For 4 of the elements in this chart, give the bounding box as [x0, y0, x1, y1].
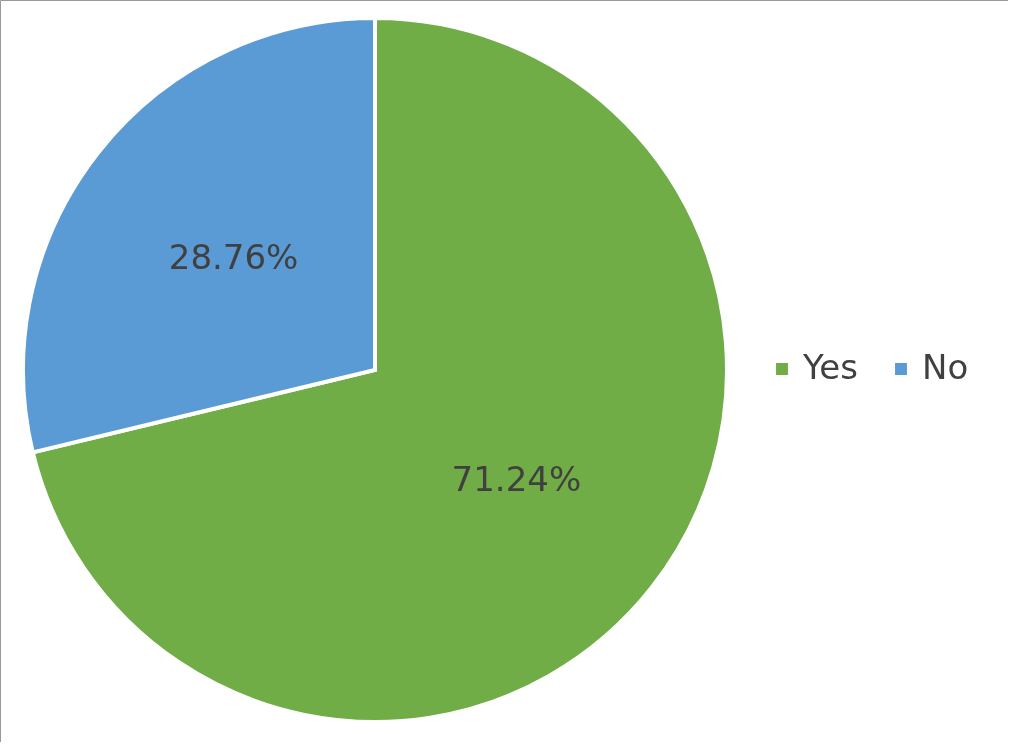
legend-label: No: [922, 347, 969, 387]
data-label: 71.24%: [451, 459, 582, 500]
legend-label: Yes: [802, 347, 858, 387]
data-label: 28.76%: [168, 236, 299, 277]
